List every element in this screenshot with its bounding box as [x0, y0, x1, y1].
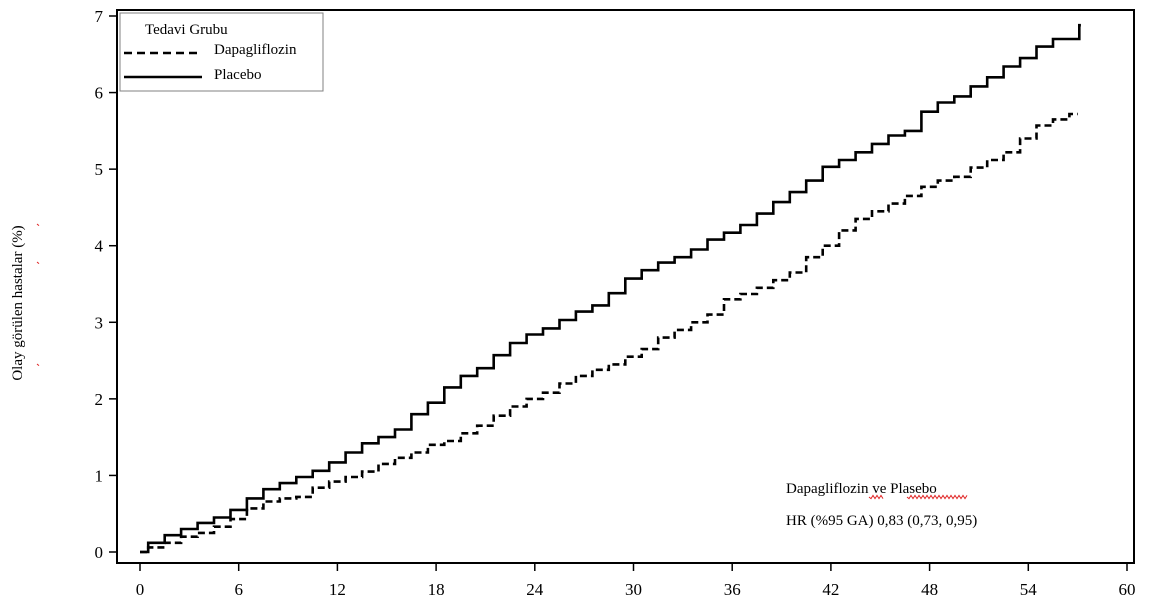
- x-tick-label: 42: [822, 580, 839, 599]
- x-tick-label: 18: [428, 580, 445, 599]
- x-tick-label: 36: [724, 580, 741, 599]
- x-tick-label: 54: [1020, 580, 1038, 599]
- series-layer: [140, 23, 1081, 554]
- plot-frame: [116, 9, 1135, 564]
- legend-label-dapagliflozin: Dapagliflozin: [214, 42, 297, 58]
- spellcheck-underline: [868, 494, 884, 500]
- series-line-placebo: [140, 23, 1081, 554]
- legend-title: Tedavi Grubu: [145, 22, 228, 38]
- y-tick-label: 7: [95, 7, 104, 26]
- x-tick-label: 48: [921, 580, 938, 599]
- x-tick-label: 0: [136, 580, 145, 599]
- series-line-dapagliflozin: [140, 112, 1078, 554]
- y-tick-label: 1: [95, 466, 104, 485]
- hr-annotation: Dapagliflozin ve Plasebo HR (%95 GA) 0,8…: [786, 481, 977, 529]
- y-tick-label: 0: [95, 543, 104, 562]
- y-tick-label: 2: [95, 390, 104, 409]
- annotation-line-2: HR (%95 GA) 0,83 (0,73, 0,95): [786, 513, 977, 529]
- annotation-line-1: Dapagliflozin ve Plasebo: [786, 481, 937, 497]
- x-tick-label: 30: [625, 580, 642, 599]
- legend: Tedavi Grubu Dapagliflozin Placebo: [119, 12, 324, 92]
- y-tick-label: 3: [95, 313, 104, 332]
- x-tick-label: 6: [234, 580, 243, 599]
- x-axis: 0 6 12 18 24 30 36 42 48 54 60: [136, 563, 1136, 599]
- y-axis-title: Olay görülen hastalar (%): [10, 225, 26, 380]
- y-axis: 0 1 2 3 4 5 6 7: [95, 7, 117, 562]
- x-tick-label: 12: [329, 580, 346, 599]
- legend-label-placebo: Placebo: [214, 67, 261, 83]
- y-tick-label: 5: [95, 160, 104, 179]
- y-tick-label: 6: [95, 84, 104, 103]
- x-tick-label: 60: [1119, 580, 1136, 599]
- spellcheck-underline: [36, 261, 40, 264]
- spellcheck-underline: [36, 223, 40, 226]
- y-tick-label: 4: [95, 237, 104, 256]
- x-tick-label: 24: [526, 580, 544, 599]
- spellcheck-underline: [906, 494, 968, 500]
- spellcheck-underline: [36, 363, 40, 366]
